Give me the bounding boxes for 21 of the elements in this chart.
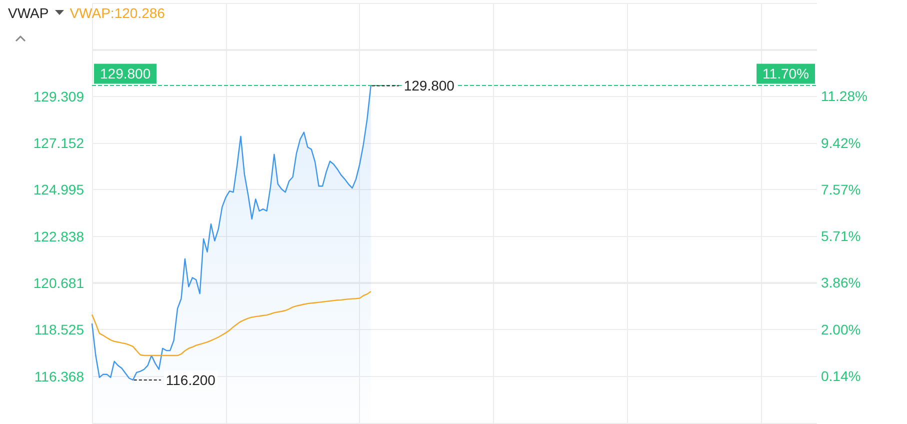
y2-tick-label: 2.00% <box>821 322 861 338</box>
data-label: 129.800 <box>404 78 455 94</box>
y2-tick-label: 3.86% <box>821 274 861 291</box>
y-tick-label: 127.152 <box>33 135 84 152</box>
y2-tick-label: 0.14% <box>821 368 861 384</box>
annotation: VWAP:120.286 <box>70 5 165 21</box>
data-label: 116.200 <box>166 372 216 388</box>
y-tick-label: 118.525 <box>34 322 84 338</box>
y-tick-label: 124.995 <box>33 182 84 198</box>
y-tick-label: 120.681 <box>33 275 84 292</box>
y-tick-label: 122.838 <box>33 228 84 244</box>
y2-tick-label: 7.57% <box>821 182 861 198</box>
line-series <box>91 290 372 356</box>
y2-tick-label: 5.71% <box>821 228 861 244</box>
y-tick-label: 116.368 <box>34 368 84 384</box>
y2-tick-label: 9.42% <box>821 135 861 151</box>
annotation: 11.70% <box>762 66 810 82</box>
y2-tick-label: 11.28% <box>821 88 868 104</box>
ref-line-label: 129.800 <box>100 66 151 82</box>
chart-title: VWAP <box>8 5 49 21</box>
y-tick-label: 129.309 <box>33 88 84 104</box>
